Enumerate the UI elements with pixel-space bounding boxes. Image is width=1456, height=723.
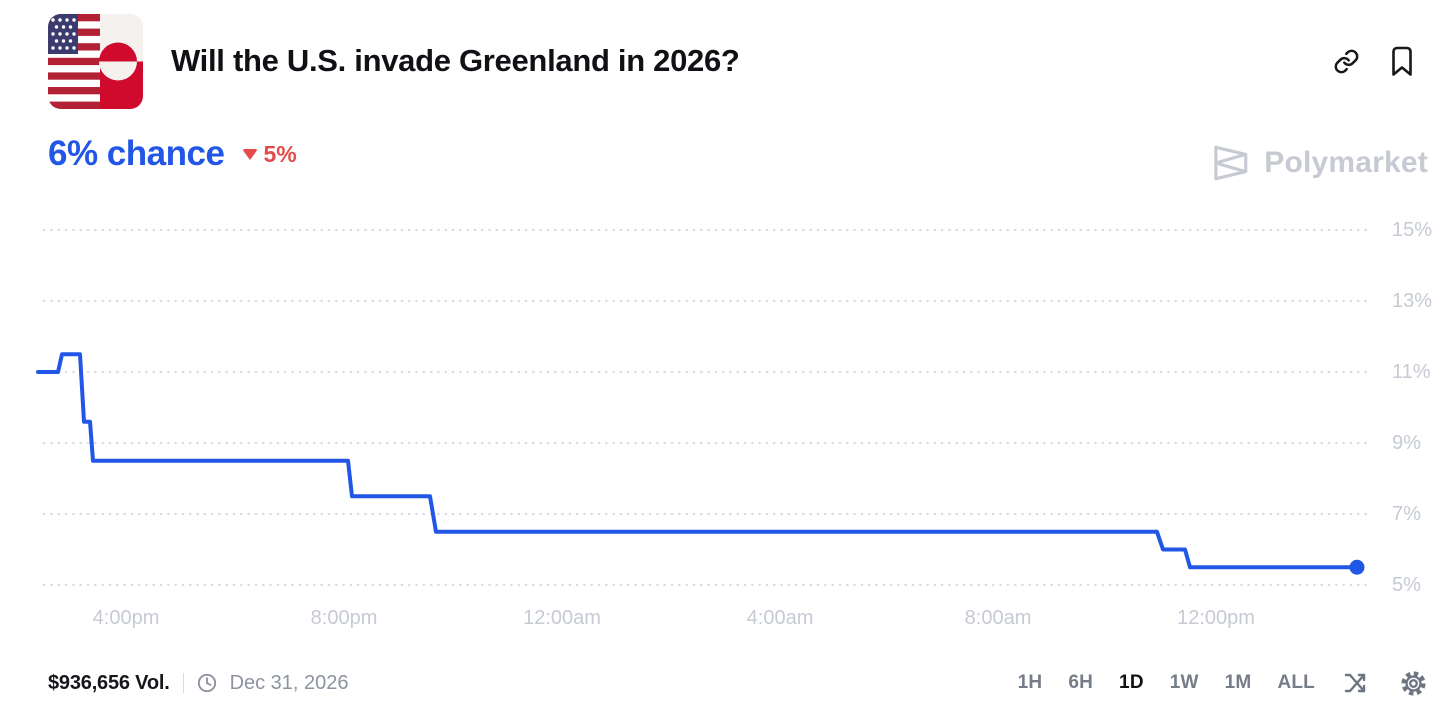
market-title: Will the U.S. invade Greenland in 2026? — [171, 43, 740, 78]
chart-footer: $936,656 Vol. Dec 31, 2026 1H 6H 1D 1W 1M ALL — [48, 664, 1428, 702]
y-tick-label: 5% — [1392, 574, 1421, 596]
range-button-1w[interactable]: 1W — [1169, 672, 1199, 693]
x-tick-label: 4:00pm — [92, 607, 160, 629]
range-button-6h[interactable]: 6H — [1068, 672, 1094, 693]
polymarket-watermark: Polymarket — [1208, 141, 1428, 185]
y-tick-label: 11% — [1392, 361, 1431, 383]
polymarket-logo-icon — [1214, 145, 1248, 181]
range-selector: 1H 6H 1D 1W 1M ALL — [1018, 672, 1315, 694]
down-arrow-icon — [242, 148, 259, 160]
bookmark-button[interactable] — [1388, 46, 1416, 76]
compare-button[interactable] — [1343, 669, 1371, 697]
x-tick-label: 12:00pm — [1177, 607, 1255, 629]
chance-delta: 5% — [242, 140, 297, 168]
y-tick-label: 15% — [1392, 219, 1433, 241]
market-header: Will the U.S. invade Greenland in 2026? — [48, 13, 1416, 109]
delta-value: 5% — [263, 140, 297, 167]
shuffle-icon — [1344, 673, 1366, 693]
price-line — [36, 352, 1359, 570]
us-greenland-flag-icon — [48, 13, 143, 109]
volume-label: $936,656 Vol. — [48, 671, 170, 694]
footer-divider — [182, 673, 184, 693]
chance-row: 6% chance 5% — [48, 134, 297, 174]
price-endpoint-dot — [1349, 559, 1365, 575]
gear-icon — [1401, 670, 1426, 696]
chance-value: 6% chance — [48, 134, 225, 173]
x-tick-label: 4:00am — [746, 607, 814, 629]
y-tick-label: 7% — [1392, 503, 1421, 525]
range-button-1h[interactable]: 1H — [1017, 672, 1043, 693]
x-tick-label: 12:00am — [523, 607, 601, 629]
x-tick-label: 8:00am — [964, 607, 1032, 629]
range-button-all[interactable]: ALL — [1277, 672, 1315, 693]
x-tick-label: 8:00pm — [310, 607, 378, 629]
range-button-1m[interactable]: 1M — [1224, 672, 1252, 693]
link-icon — [1334, 49, 1358, 73]
watermark-text: Polymarket — [1264, 146, 1428, 179]
bookmark-icon — [1392, 46, 1412, 76]
clock-icon — [197, 673, 216, 693]
end-date-label: Dec 31, 2026 — [229, 671, 349, 694]
settings-button[interactable] — [1399, 669, 1428, 698]
y-tick-label: 13% — [1392, 290, 1433, 312]
range-button-1d[interactable]: 1D — [1119, 672, 1144, 693]
copy-link-button[interactable] — [1332, 46, 1360, 76]
market-avatar — [48, 13, 143, 109]
y-tick-label: 9% — [1392, 432, 1421, 454]
